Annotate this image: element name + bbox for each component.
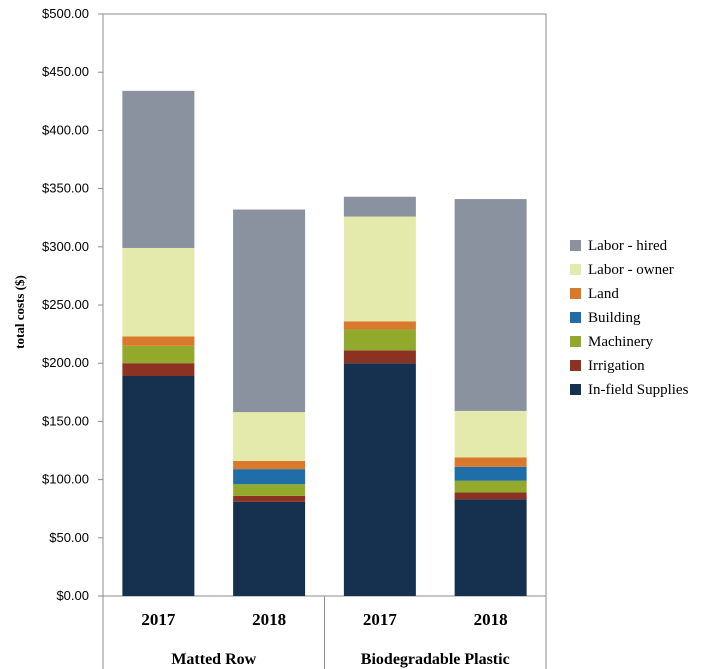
bar-segment [122,376,195,596]
bar-segment [454,499,527,596]
bar-segment [122,90,195,248]
y-tick-label: $300.00 [42,239,89,254]
x-tick-label: 2017 [363,610,398,629]
bar-segment [233,209,306,413]
bar-segment [233,484,306,496]
y-tick-label: $50.00 [49,530,89,545]
bar-segment [343,216,416,322]
bar-segment [122,247,195,337]
y-tick-label: $250.00 [42,297,89,312]
bar-segment [454,466,527,481]
bar-segment [122,336,195,346]
y-tick-label: $150.00 [42,413,89,428]
x-axis: 2017 2018 2017 2018 Matted Row Biodegradable … [102,596,547,669]
bar-segment [343,350,416,364]
bar-segment [343,321,416,330]
legend-label: Labor - hired [588,238,668,254]
y-tick-label: $500.00 [42,6,89,21]
bar-segment [233,412,306,461]
legend-swatch [570,360,581,371]
y-tick-label: $400.00 [42,122,89,137]
bar-segment [233,495,306,502]
y-axis-title: total costs ($) [12,275,27,349]
bar-segment [122,345,195,364]
bar-segment [122,363,195,377]
bar-segment [233,501,306,596]
legend-label: Land [588,286,619,302]
y-tick-label: $350.00 [42,181,89,196]
x-group-label: Biodegradable Plastic [361,651,510,668]
legend-label: In-field Supplies [588,382,689,398]
legend-swatch [570,240,581,251]
legend-label: Building [588,310,641,326]
legend-swatch [570,336,581,347]
x-tick-label: 2018 [474,610,508,629]
bar-segment [343,329,416,351]
y-tick-label: $200.00 [42,355,89,370]
y-tick-label: $450.00 [42,64,89,79]
legend-swatch [570,312,581,323]
legend-swatch [570,288,581,299]
bar-segment [454,199,527,411]
legend-swatch [570,384,581,395]
x-group-label: Matted Row [171,651,256,668]
y-tick-label: $100.00 [42,472,89,487]
bar-segment [233,469,306,485]
bar-segment [454,410,527,458]
bar-segment [454,492,527,500]
bar-segment [343,196,416,217]
x-tick-label: 2018 [252,610,286,629]
y-axis: $0.00 $50.00 $100.00 $150.00 $200.00 $250.00 $… [42,6,103,603]
bar-segment [454,457,527,467]
bar-segment [454,480,527,493]
bars [122,90,527,596]
legend-label: Irrigation [588,358,645,374]
legend-label: Machinery [588,334,653,350]
bar-segment [233,460,306,470]
legend-label: Labor - owner [588,262,674,278]
legend: Labor - hired Labor - owner Land Building Ma… [570,238,689,398]
x-tick-label: 2017 [141,610,176,629]
y-tick-label: $0.00 [56,588,89,603]
bar-segment [343,363,416,596]
legend-swatch [570,264,581,275]
